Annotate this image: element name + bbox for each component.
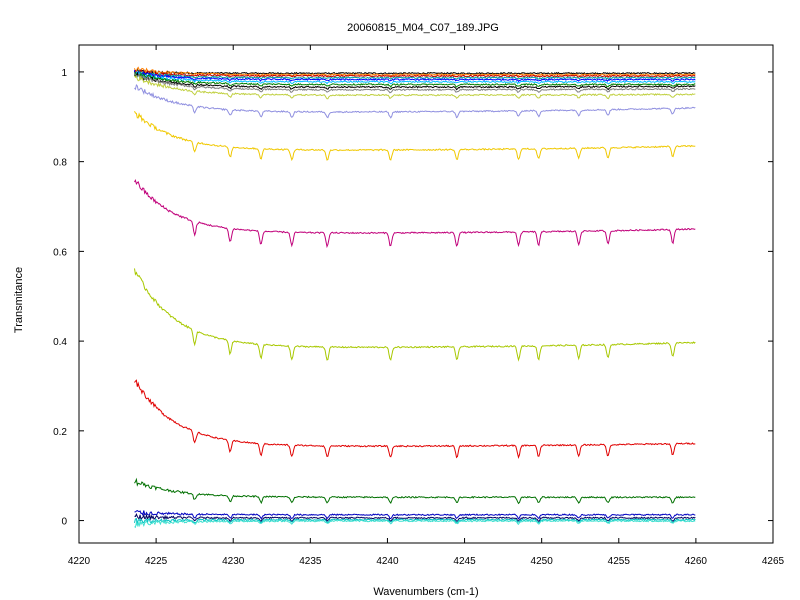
series-line-2 bbox=[134, 66, 696, 77]
chart-title: 20060815_M04_C07_189.JPG bbox=[347, 22, 499, 34]
series-line-13 bbox=[134, 178, 696, 249]
series-line-10 bbox=[134, 75, 696, 100]
x-axis-ticks: 4220 4225 4230 4235 4240 4245 4250 4255 4260 4265 bbox=[68, 45, 785, 567]
y-tick-label: 0.4 bbox=[53, 337, 67, 348]
series-line-17 bbox=[134, 510, 696, 520]
series-line-5 bbox=[134, 70, 696, 83]
x-tick-label: 4260 bbox=[685, 556, 708, 567]
series-layer bbox=[134, 66, 696, 529]
x-tick-label: 4265 bbox=[762, 556, 785, 567]
series-line-19 bbox=[134, 517, 696, 525]
series-line-16 bbox=[134, 477, 696, 505]
series-line-9 bbox=[134, 72, 696, 94]
x-tick-label: 4235 bbox=[299, 556, 322, 567]
y-tick-label: 0.2 bbox=[53, 427, 67, 438]
series-line-18 bbox=[134, 513, 696, 523]
y-tick-label: 0 bbox=[61, 517, 67, 528]
x-tick-label: 4250 bbox=[531, 556, 554, 567]
x-axis-label: Wavenumbers (cm-1) bbox=[373, 586, 478, 598]
plot-frame bbox=[78, 44, 774, 544]
x-tick-label: 4245 bbox=[453, 556, 476, 567]
x-tick-label: 4240 bbox=[376, 556, 399, 567]
series-line-7 bbox=[134, 71, 696, 88]
x-tick-label: 4225 bbox=[145, 556, 168, 567]
series-line-4 bbox=[134, 70, 696, 80]
series-line-20 bbox=[134, 519, 696, 529]
series-line-15 bbox=[134, 379, 696, 459]
series-line-3 bbox=[134, 69, 696, 79]
x-tick-label: 4230 bbox=[222, 556, 245, 567]
x-tick-label: 4220 bbox=[68, 556, 91, 567]
series-line-8 bbox=[134, 71, 696, 91]
series-line-12 bbox=[134, 110, 696, 162]
y-tick-label: 0.8 bbox=[53, 158, 67, 169]
x-tick-label: 4255 bbox=[608, 556, 631, 567]
y-tick-label: 0.6 bbox=[53, 247, 67, 258]
y-axis-label: Transmitance bbox=[13, 267, 25, 333]
series-line-14 bbox=[134, 268, 696, 362]
series-line-6 bbox=[134, 70, 696, 85]
y-tick-label: 1 bbox=[61, 68, 67, 79]
series-line-11 bbox=[134, 83, 696, 119]
y-axis-ticks: 0 0.2 0.4 0.6 0.8 1 bbox=[53, 68, 773, 528]
